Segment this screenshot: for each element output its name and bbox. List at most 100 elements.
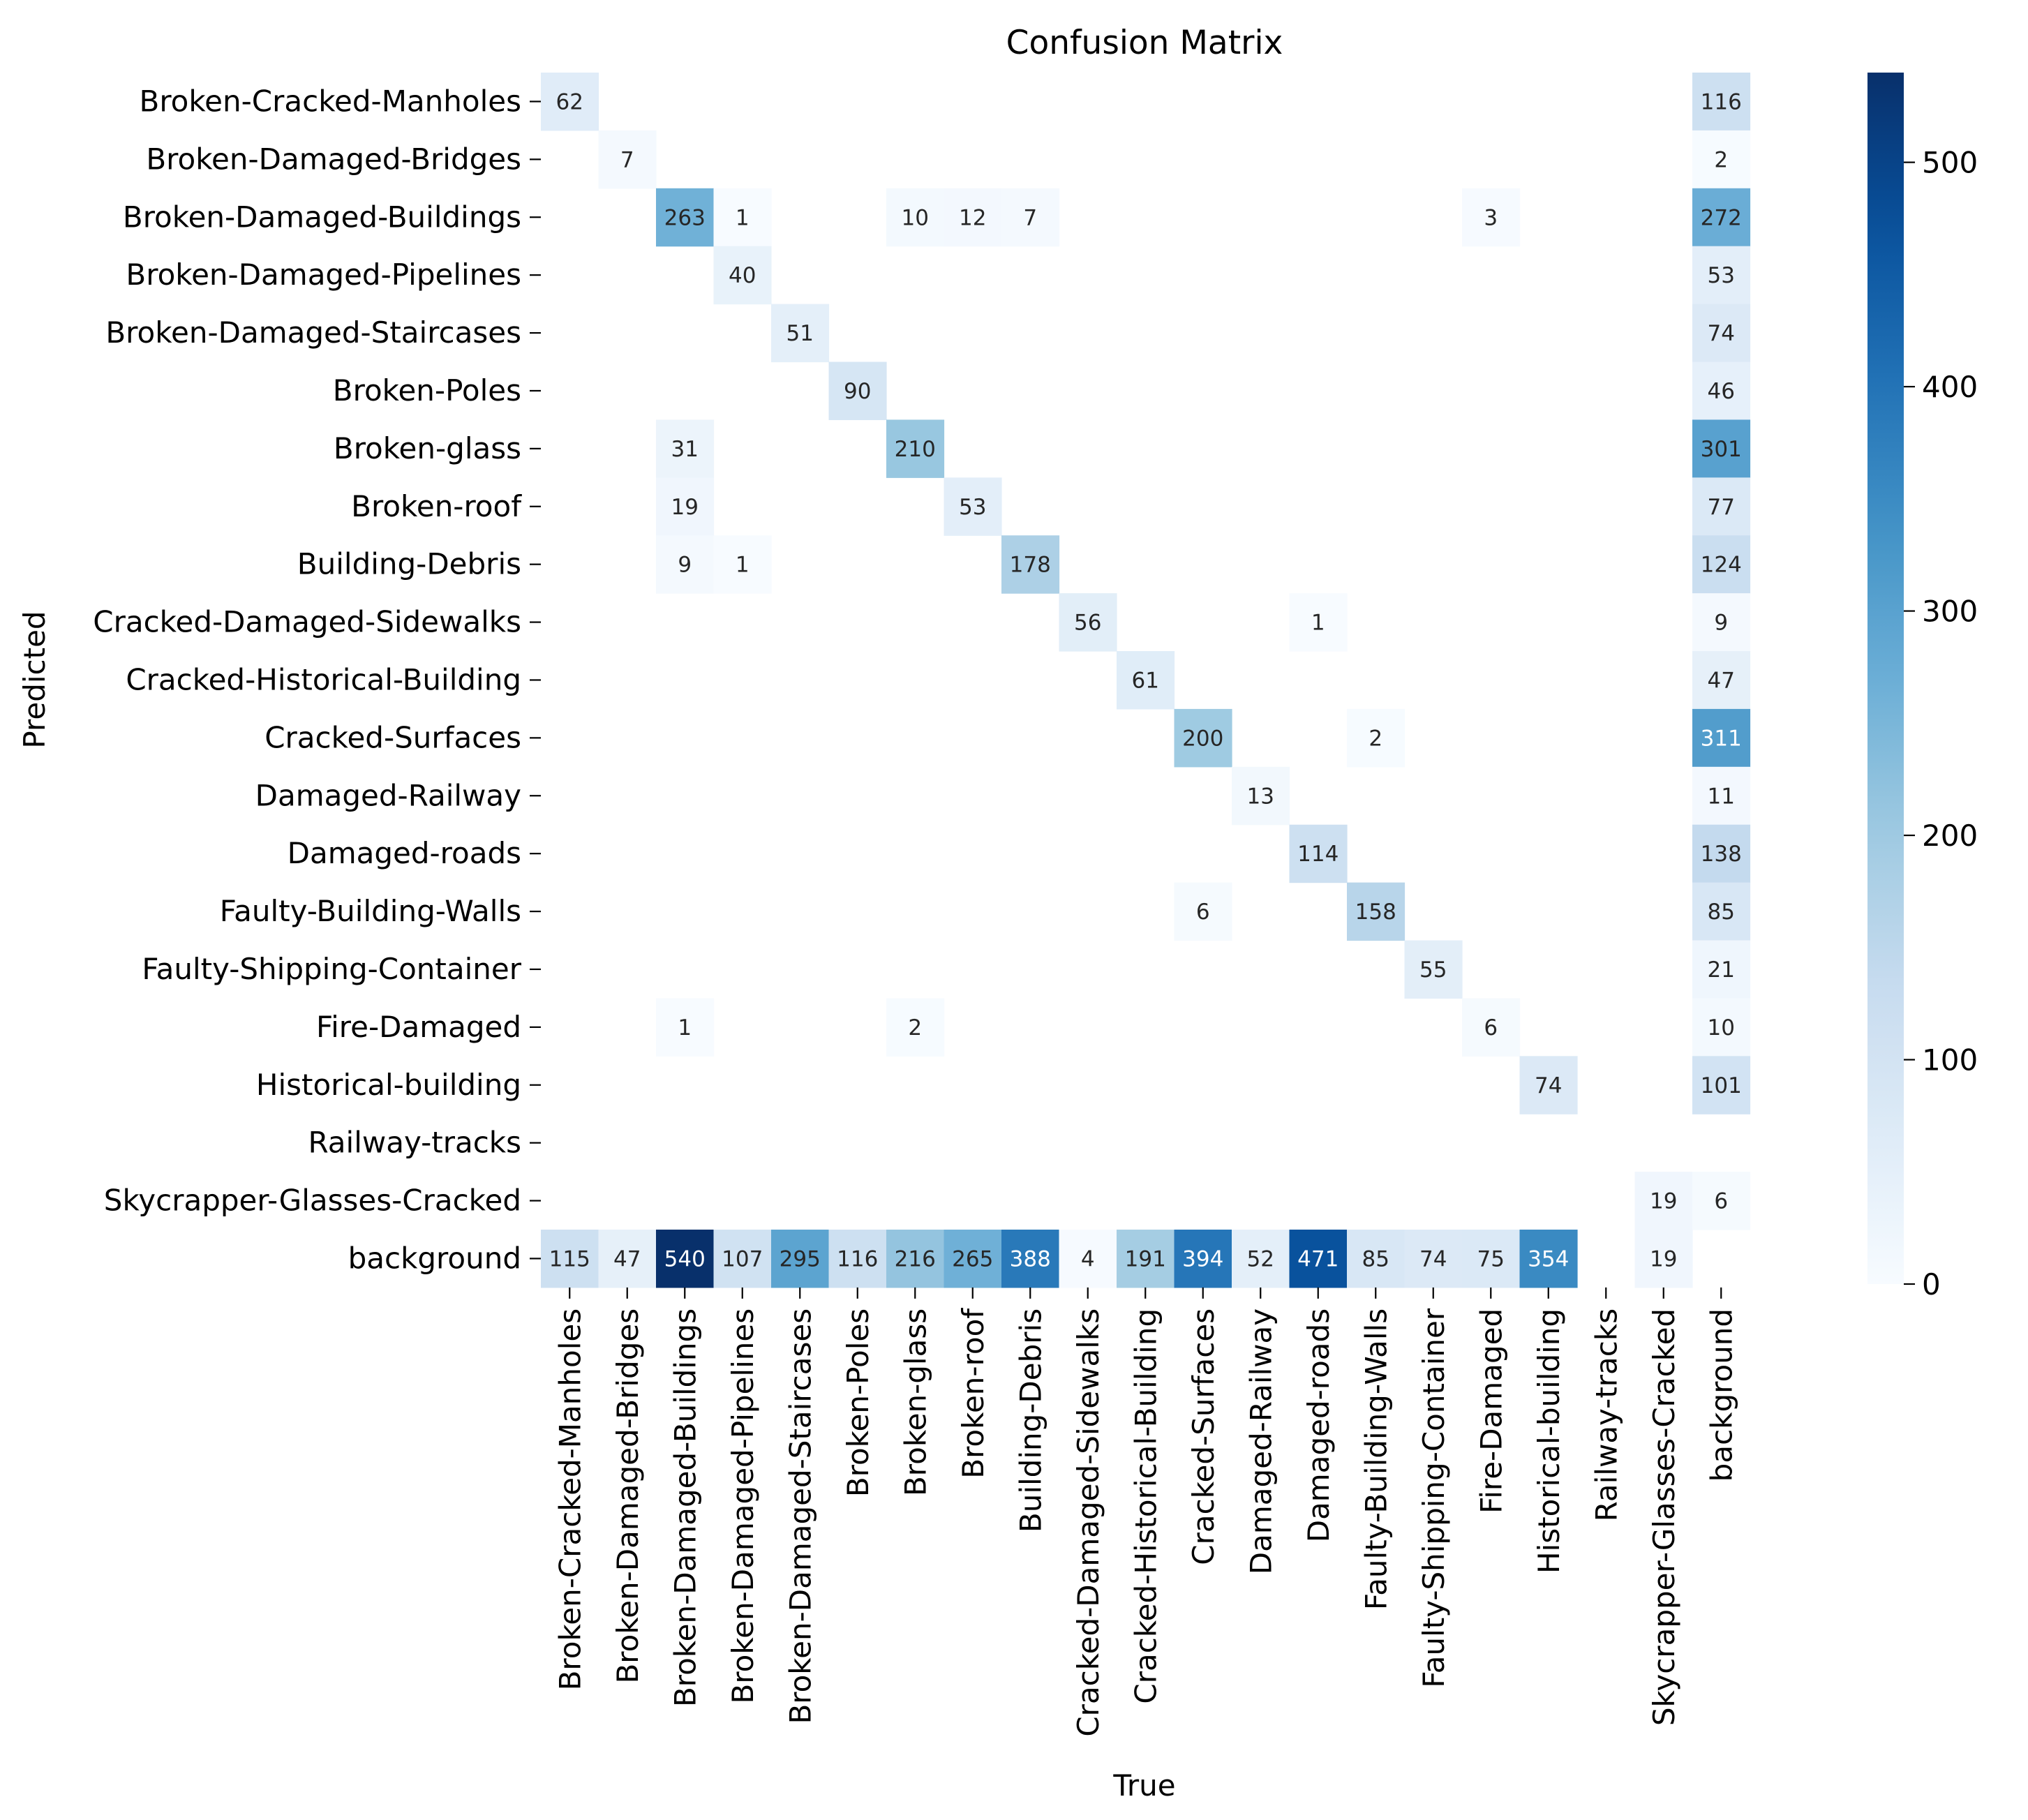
cell-value-label: 75: [1477, 1246, 1505, 1271]
heatmap-cell: [1462, 1230, 1521, 1288]
heatmap-cell: [1347, 708, 1406, 768]
cell-value-label: 13: [1247, 784, 1274, 809]
heatmap-cell: [656, 188, 715, 247]
heatmap-cell: [886, 188, 945, 247]
heatmap-cell: [1692, 246, 1751, 305]
heatmap-cell: [1692, 766, 1751, 826]
cell-value-label: 2: [908, 1015, 922, 1040]
heatmap-cell: [1692, 304, 1751, 363]
cell-value-label: 53: [1708, 263, 1735, 288]
heatmap-cell: [1634, 1172, 1693, 1230]
colorbar-tick-label: 300: [1922, 595, 1978, 629]
heatmap-cell: [1692, 73, 1751, 131]
x-tick-label: Faulty-Shipping-Container: [1417, 1308, 1451, 1687]
cell-value-label: 19: [671, 495, 699, 520]
cell-value-label: 200: [1182, 726, 1223, 751]
y-tick-label: background: [348, 1241, 521, 1275]
cell-value-label: 9: [1714, 611, 1728, 636]
cell-value-label: 138: [1701, 842, 1742, 867]
heatmap-cell: [1001, 1230, 1060, 1288]
cell-value-label: 471: [1297, 1246, 1339, 1271]
chart-title: Confusion Matrix: [1006, 24, 1283, 62]
cell-value-label: 3: [1484, 205, 1498, 230]
colorbar-tick-label: 100: [1922, 1043, 1978, 1077]
colorbar: 0 100 200 300 400 500: [1867, 73, 1978, 1301]
x-tick-label: Damaged-Railway: [1244, 1308, 1278, 1574]
cell-value-label: 40: [729, 263, 756, 288]
cell-value-label: 47: [1708, 668, 1735, 693]
x-tick-label: Skycrapper-Glasses-Cracked: [1647, 1308, 1681, 1726]
colorbar-gradient: [1867, 73, 1904, 1284]
heatmap-cell: [1692, 419, 1751, 478]
cell-value-label: 301: [1701, 437, 1742, 462]
heatmap-cell: [1692, 1172, 1751, 1230]
y-tick-label: Broken-Damaged-Staircases: [105, 315, 521, 350]
heatmap-cell: [886, 419, 945, 478]
colorbar-tick-label: 400: [1922, 370, 1978, 404]
x-tick-label: Railway-tracks: [1589, 1308, 1623, 1521]
heatmap-cell: [771, 304, 830, 363]
x-tick-label: Damaged-roads: [1302, 1308, 1336, 1542]
cell-value-label: 74: [1419, 1246, 1447, 1271]
cell-value-label: 101: [1701, 1073, 1742, 1098]
heatmap-cell: [771, 1230, 830, 1288]
heatmap-cell: [1462, 998, 1521, 1057]
cell-value-label: 56: [1074, 611, 1101, 636]
cell-value-label: 74: [1535, 1073, 1562, 1098]
y-tick-label: Building-Debris: [297, 547, 521, 581]
heatmap-cell: [886, 1230, 945, 1288]
x-tick-label: Cracked-Surfaces: [1186, 1308, 1221, 1565]
x-tick-label: Broken-Damaged-Buildings: [668, 1308, 702, 1707]
cell-value-label: 311: [1701, 726, 1742, 751]
cell-value-label: 1: [678, 1015, 692, 1040]
cell-value-label: 11: [1708, 784, 1735, 809]
x-tick-label: Cracked-Damaged-Sidewalks: [1071, 1308, 1105, 1737]
heatmap-cell: [1347, 882, 1406, 941]
heatmap-cell: [944, 1230, 1002, 1288]
cell-value-label: 47: [613, 1246, 641, 1271]
heatmap-cell: [1059, 1230, 1117, 1288]
heatmap-cell: [1692, 824, 1751, 883]
cell-value-label: 394: [1182, 1246, 1223, 1271]
cell-value-label: 540: [664, 1246, 706, 1271]
heatmap-cell: [1117, 651, 1175, 710]
y-tick-label: Broken-Damaged-Pipelines: [126, 258, 521, 292]
colorbar-tick-label: 200: [1922, 819, 1978, 853]
cell-value-label: 61: [1132, 668, 1159, 693]
x-tick-label: Broken-Poles: [841, 1308, 875, 1497]
cell-value-label: 263: [664, 205, 706, 230]
heatmap-cell: [1404, 940, 1463, 999]
cell-value-label: 295: [780, 1246, 821, 1271]
y-tick-labels: Broken-Cracked-Manholes Broken-Damaged-Br…: [93, 84, 541, 1275]
x-axis-label: True: [1112, 1768, 1175, 1803]
x-tick-label: Broken-glass: [898, 1308, 932, 1496]
x-tick-label: Broken-roof: [956, 1308, 990, 1479]
y-tick-label: Skycrapper-Glasses-Cracked: [104, 1184, 521, 1218]
x-tick-label: Fire-Damaged: [1474, 1308, 1508, 1514]
x-tick-label: Cracked-Historical-Building: [1128, 1308, 1163, 1704]
heatmap-cell: [886, 998, 945, 1057]
y-tick-label: Broken-Cracked-Manholes: [140, 84, 522, 118]
cell-value-label: 114: [1297, 842, 1339, 867]
heatmap-cell: [713, 1230, 772, 1288]
heatmap-cell: [1174, 1230, 1232, 1288]
y-tick-label: Cracked-Damaged-Sidewalks: [93, 605, 521, 639]
y-tick-label: Broken-Damaged-Bridges: [146, 142, 521, 176]
cell-value-label: 6: [1484, 1015, 1498, 1040]
heatmap-cell: [1692, 1056, 1751, 1114]
cell-value-label: 46: [1708, 379, 1735, 404]
heatmap-cell: [1519, 1230, 1578, 1288]
heatmap-cell: [944, 477, 1002, 536]
cell-value-label: 21: [1708, 957, 1735, 983]
cell-value-label: 12: [959, 205, 986, 230]
cell-value-label: 116: [1701, 89, 1742, 114]
cell-value-label: 191: [1125, 1246, 1166, 1271]
x-tick-label: Faulty-Building-Walls: [1359, 1308, 1393, 1610]
colorbar-tick-label: 0: [1922, 1267, 1941, 1301]
cell-value-label: 1: [736, 553, 750, 578]
y-tick-label: Broken-Poles: [333, 373, 521, 408]
cell-value-label: 7: [620, 147, 634, 172]
x-tick-labels: Broken-Cracked-Manholes Broken-Damaged-Br…: [553, 1287, 1738, 1737]
cell-value-label: 178: [1010, 553, 1051, 578]
cell-value-label: 31: [671, 437, 699, 462]
